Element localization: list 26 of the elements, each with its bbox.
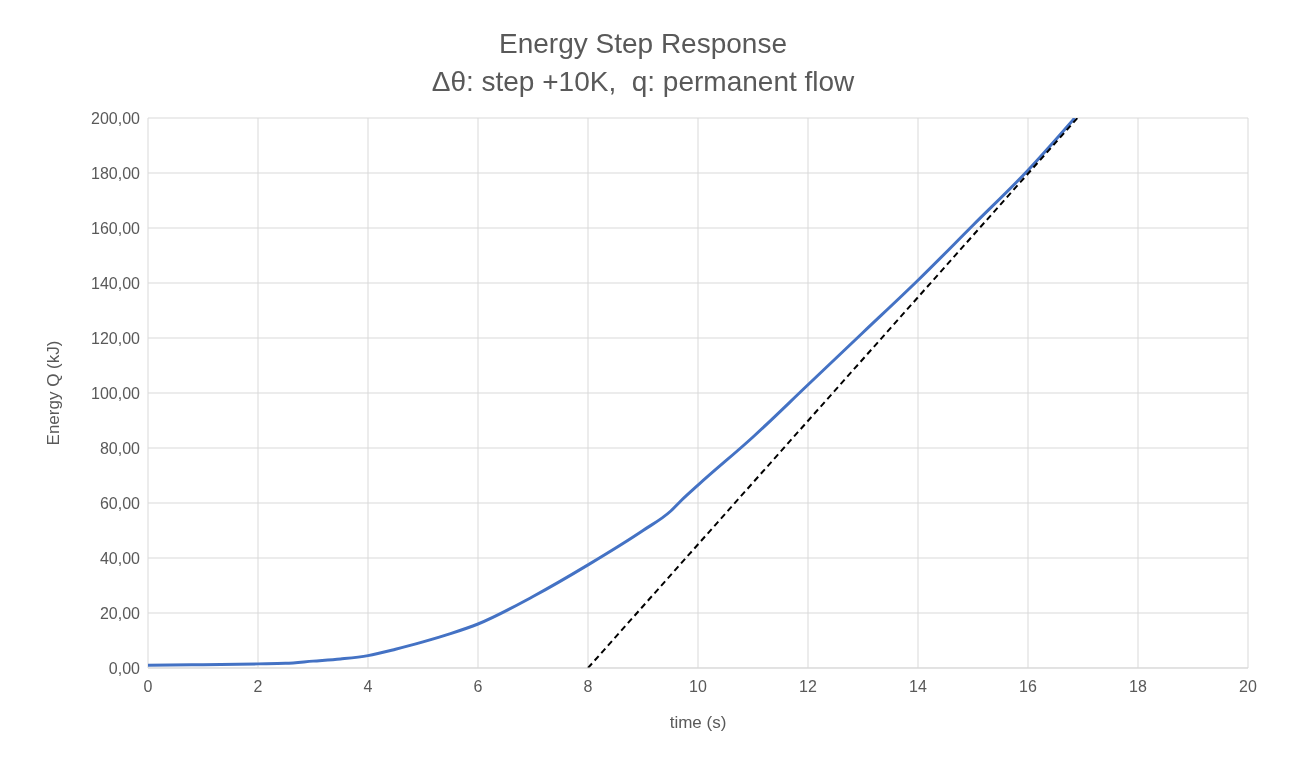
- x-tick-label: 18: [1129, 678, 1147, 695]
- y-tick-label: 120,00: [91, 329, 141, 347]
- x-tick-label: 10: [689, 678, 707, 695]
- x-tick-label: 20: [1239, 678, 1257, 695]
- chart-subtitle: Δθ: step +10K, q: permanent flow: [430, 66, 856, 98]
- y-tick-label: 40,00: [99, 549, 141, 567]
- x-tick-label: 16: [1019, 678, 1037, 695]
- x-tick-label: 2: [253, 678, 263, 695]
- x-tick-label: 6: [473, 678, 483, 695]
- y-tick-label: 200,00: [91, 109, 141, 127]
- x-tick-label: 8: [583, 678, 593, 695]
- y-tick-label: 60,00: [99, 494, 141, 512]
- y-axis-title: Energy Q (kJ): [44, 340, 64, 446]
- y-tick-label: 100,00: [91, 384, 141, 402]
- y-tick-label: 0,00: [108, 659, 141, 677]
- x-axis-title: time (s): [669, 713, 727, 732]
- x-tick-label: 14: [909, 678, 927, 695]
- y-tick-label: 140,00: [91, 274, 141, 292]
- x-tick-label: 0: [143, 678, 153, 695]
- x-tick-label: 12: [799, 678, 817, 695]
- y-tick-label: 180,00: [91, 164, 141, 182]
- y-tick-label: 20,00: [99, 604, 141, 622]
- y-tick-label: 80,00: [99, 439, 141, 457]
- x-tick-label: 4: [363, 678, 373, 695]
- y-tick-label: 160,00: [91, 219, 141, 237]
- chart-title: Energy Step Response: [498, 28, 788, 60]
